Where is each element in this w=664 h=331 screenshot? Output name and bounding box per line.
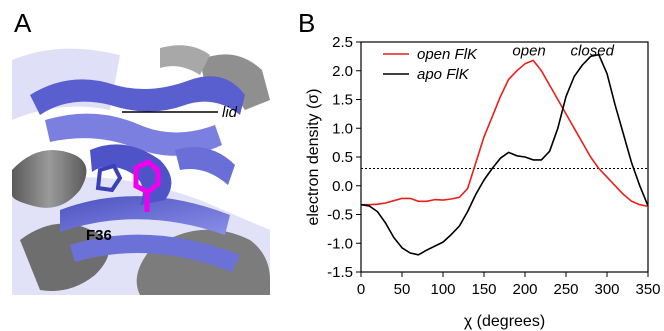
legend-label-open: open FlK — [417, 46, 478, 63]
y-tick-label: -0.5 — [327, 207, 353, 224]
x-tick-label: 200 — [512, 281, 537, 298]
x-tick-label: 50 — [394, 281, 411, 298]
x-tick-label: 300 — [594, 281, 619, 298]
chart: -1.5 -1.0 -0.5 0.0 0.5 1.0 1.5 2.0 2.5 0 50 100 150… — [305, 34, 661, 330]
annotation-closed: closed — [571, 43, 615, 60]
series-lines — [360, 53, 649, 256]
protein-structure-image — [12, 42, 270, 295]
y-axis-title: electron density (σ) — [305, 88, 322, 225]
residue-label: F36 — [86, 227, 112, 244]
x-tick-label: 250 — [553, 281, 578, 298]
y-tick-label: 0.5 — [332, 149, 353, 166]
panel-b-letter: B — [298, 8, 315, 38]
annotation-open: open — [512, 43, 545, 60]
x-tick-label: 150 — [471, 281, 496, 298]
panel-a: A lid F36 — [12, 8, 270, 295]
y-tick-label: 2.0 — [332, 63, 353, 80]
panel-a-letter: A — [14, 8, 32, 38]
y-tick-label: 1.0 — [332, 120, 353, 137]
plot-frame — [360, 41, 649, 273]
series-line-apo — [360, 53, 649, 256]
x-tick-label: 100 — [430, 281, 455, 298]
y-tick-label: 1.5 — [332, 92, 353, 109]
legend: open FlK apo FlK — [383, 46, 478, 83]
series-line-open — [361, 59, 649, 208]
x-tick-label: 350 — [635, 281, 660, 298]
panel-b: B -1.5 -1.0 -0.5 0.0 0.5 1.0 1.5 2.0 2.5 0 50 100 1… — [298, 8, 661, 330]
y-tick-label: -1.0 — [327, 235, 353, 252]
legend-label-apo: apo FlK — [417, 66, 470, 83]
y-tick-label: -1.5 — [327, 264, 353, 281]
x-axis-ticks: 0 50 100 150 200 250 300 350 — [357, 272, 661, 298]
lid-label: lid — [222, 104, 238, 121]
x-axis-title: χ (degrees) — [464, 313, 545, 330]
y-tick-label: 0.0 — [332, 178, 353, 195]
y-tick-label: 2.5 — [332, 34, 353, 51]
x-tick-label: 0 — [357, 281, 365, 298]
y-axis-ticks: -1.5 -1.0 -0.5 0.0 0.5 1.0 1.5 2.0 2.5 — [327, 34, 361, 281]
